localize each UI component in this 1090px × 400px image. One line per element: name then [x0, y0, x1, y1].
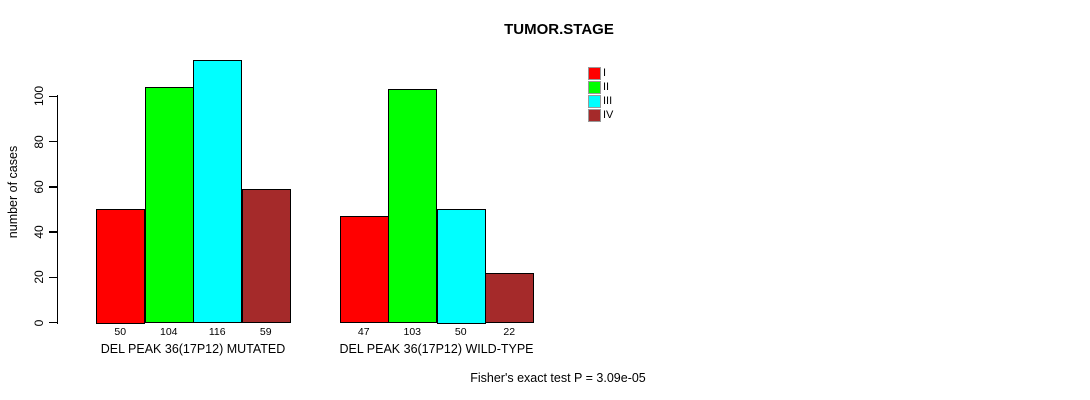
bar-value-label: 50 [454, 325, 467, 338]
bar-iii-wildtype [436, 209, 486, 324]
legend-swatch-i [588, 67, 601, 80]
bar-ii-wildtype [388, 89, 437, 324]
group-label: DEL PEAK 36(17P12) WILD-TYPE [339, 342, 534, 356]
bar-value-label: 47 [357, 325, 370, 338]
y-axis-tick [48, 231, 58, 233]
y-axis-line [56, 95, 58, 324]
bar-i-wildtype [339, 216, 389, 324]
y-axis-tick [48, 140, 58, 143]
bar-i-mutated [96, 209, 145, 324]
y-axis-tick [48, 276, 58, 278]
y-axis-title: number of cases [6, 145, 20, 239]
bar-iii-mutated [193, 60, 242, 324]
legend-swatch-iii [588, 95, 601, 108]
bar-value-label: 22 [503, 325, 516, 338]
bar-ii-mutated [144, 87, 194, 324]
bar-value-label: 116 [208, 325, 226, 338]
y-axis-tick-label: 0 [32, 319, 46, 326]
legend-label-iv: IV [603, 109, 614, 121]
bar-value-label: 104 [159, 325, 178, 338]
legend-swatch-ii [588, 81, 601, 94]
y-axis-tick [48, 186, 58, 188]
legend-label-ii: II [603, 81, 610, 93]
bar-value-label: 50 [114, 325, 127, 338]
stat-annotation: Fisher's exact test P = 3.09e-05 [470, 371, 646, 385]
legend-swatch-iv [588, 109, 601, 122]
legend-label-iii: III [603, 95, 613, 107]
bar-value-label: 59 [259, 325, 272, 338]
y-axis-tick [48, 321, 58, 324]
y-axis-tick-label: 40 [32, 225, 46, 239]
legend-label-i: I [603, 67, 607, 79]
bar-iv-mutated [241, 189, 291, 324]
y-axis-tick-label: 100 [32, 86, 46, 107]
y-axis-tick-label: 80 [32, 134, 46, 149]
bar-value-label: 103 [403, 325, 422, 338]
bar-iv-wildtype [485, 272, 534, 324]
group-label: DEL PEAK 36(17P12) MUTATED [100, 342, 286, 356]
y-axis-tick [48, 95, 58, 97]
y-axis-tick-label: 60 [32, 180, 46, 194]
y-axis-tick-label: 20 [32, 270, 46, 284]
chart-title: TUMOR.STAGE [504, 21, 614, 38]
